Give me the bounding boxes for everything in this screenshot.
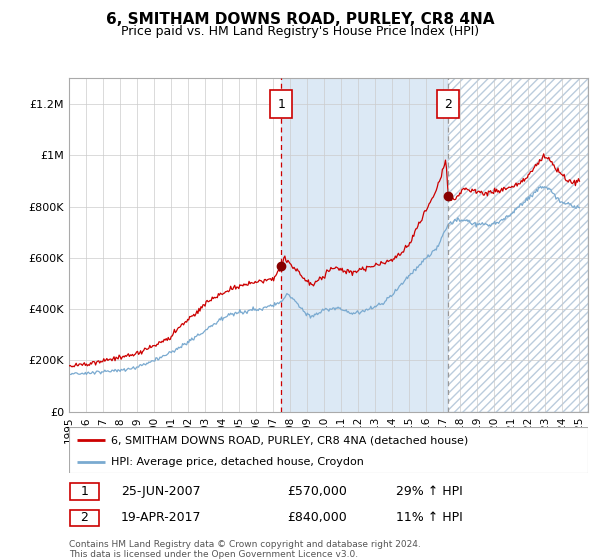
Text: HPI: Average price, detached house, Croydon: HPI: Average price, detached house, Croy… (110, 457, 364, 466)
Bar (448, 78, 588, 412)
Text: 6, SMITHAM DOWNS ROAD, PURLEY, CR8 4NA (detached house): 6, SMITHAM DOWNS ROAD, PURLEY, CR8 4NA (… (110, 435, 468, 445)
FancyBboxPatch shape (70, 510, 98, 526)
Text: Contains HM Land Registry data © Crown copyright and database right 2024.
This d: Contains HM Land Registry data © Crown c… (69, 540, 421, 559)
Text: 29% ↑ HPI: 29% ↑ HPI (396, 485, 463, 498)
Text: 6, SMITHAM DOWNS ROAD, PURLEY, CR8 4NA: 6, SMITHAM DOWNS ROAD, PURLEY, CR8 4NA (106, 12, 494, 27)
FancyBboxPatch shape (437, 90, 459, 118)
Text: Price paid vs. HM Land Registry's House Price Index (HPI): Price paid vs. HM Land Registry's House … (121, 25, 479, 38)
Text: 1: 1 (277, 98, 286, 111)
Text: 2: 2 (445, 98, 452, 111)
Text: £570,000: £570,000 (287, 485, 347, 498)
Text: 25-JUN-2007: 25-JUN-2007 (121, 485, 200, 498)
Text: 2: 2 (80, 511, 88, 524)
Text: 11% ↑ HPI: 11% ↑ HPI (396, 511, 463, 524)
FancyBboxPatch shape (271, 90, 292, 118)
FancyBboxPatch shape (70, 483, 98, 500)
FancyBboxPatch shape (69, 427, 588, 473)
Text: 19-APR-2017: 19-APR-2017 (121, 511, 202, 524)
Text: £840,000: £840,000 (287, 511, 347, 524)
Bar (448, 78, 588, 412)
Text: 1: 1 (80, 485, 88, 498)
Bar (281, 78, 448, 412)
